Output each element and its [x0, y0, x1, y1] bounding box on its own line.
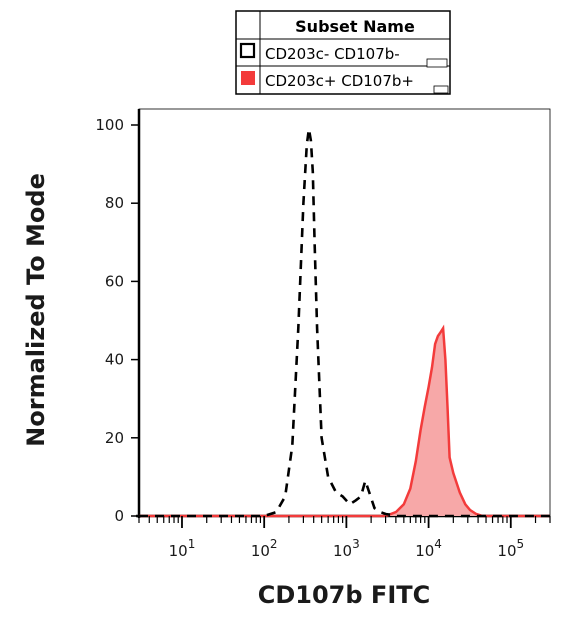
y-tick-label: 60: [105, 272, 124, 290]
x-tick-label: 102: [251, 537, 278, 560]
legend-header: Subset Name: [295, 17, 415, 36]
x-tick-label: 101: [169, 537, 196, 560]
series-line-cd203c-plus: [139, 324, 550, 518]
legend-swatch-negative: [239, 42, 256, 59]
series-area-cd203c-plus: [139, 328, 550, 516]
legend-label-positive: CD203c+ CD107b+: [265, 72, 414, 90]
x-axis-title: CD107b FITC: [258, 581, 430, 609]
y-tick-label: 80: [105, 194, 124, 212]
y-tick-label: 20: [105, 429, 124, 447]
x-axis-ticks: 101 102 103 104 105: [138, 516, 551, 560]
legend-toggle-positive[interactable]: [433, 85, 449, 94]
x-tick-label: 103: [333, 537, 360, 560]
legend-swatch-positive: [241, 71, 255, 85]
legend-frame: [235, 10, 451, 95]
x-tick-label: 104: [415, 537, 442, 560]
legend-toggle-negative[interactable]: [426, 58, 448, 68]
y-tick-label: 0: [114, 507, 124, 525]
plot-frame: [138, 108, 551, 517]
y-tick-label: 40: [105, 351, 124, 369]
y-axis-ticks: 0 20 40 60 80 100: [95, 116, 139, 525]
series-layer: [139, 128, 550, 518]
legend-label-negative: CD203c- CD107b-: [265, 45, 400, 63]
y-axis-title: Normalized To Mode: [22, 173, 50, 447]
x-tick-label: 105: [497, 537, 524, 560]
y-tick-label: 100: [95, 116, 124, 134]
legend: Subset Name CD203c- CD107b- CD203c+ CD10…: [235, 10, 451, 95]
series-line-cd203c-minus: [139, 128, 550, 518]
